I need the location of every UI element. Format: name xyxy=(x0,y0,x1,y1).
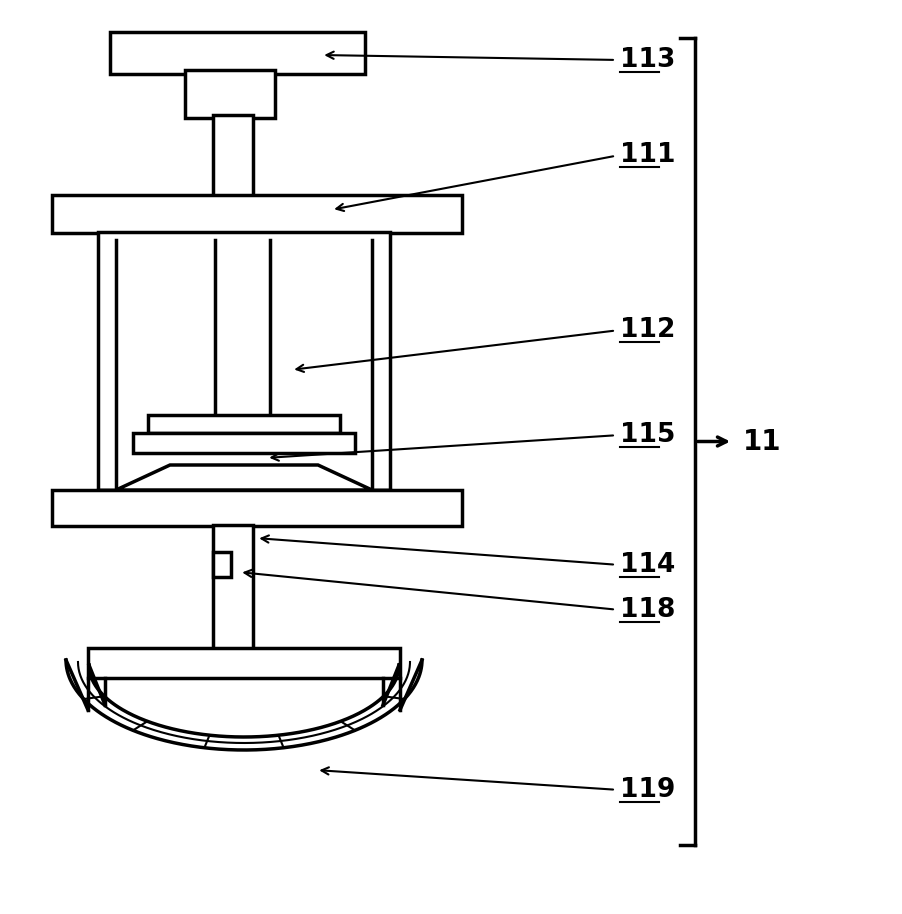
Text: 113: 113 xyxy=(620,47,676,73)
Bar xyxy=(52,195,462,233)
Polygon shape xyxy=(116,465,372,490)
Text: 119: 119 xyxy=(620,777,676,803)
Bar xyxy=(213,115,253,198)
Text: 114: 114 xyxy=(620,552,676,578)
Text: 115: 115 xyxy=(620,422,676,448)
Text: 112: 112 xyxy=(620,317,676,343)
Bar xyxy=(133,433,355,453)
Bar xyxy=(148,415,340,433)
Bar xyxy=(213,552,231,577)
Bar xyxy=(185,70,275,118)
Text: 118: 118 xyxy=(620,597,676,623)
Text: 111: 111 xyxy=(620,142,676,168)
Bar xyxy=(213,525,253,653)
Bar xyxy=(98,232,390,490)
Bar xyxy=(110,32,365,74)
Bar xyxy=(52,490,462,526)
Bar xyxy=(88,648,400,678)
Text: 11: 11 xyxy=(743,428,781,455)
